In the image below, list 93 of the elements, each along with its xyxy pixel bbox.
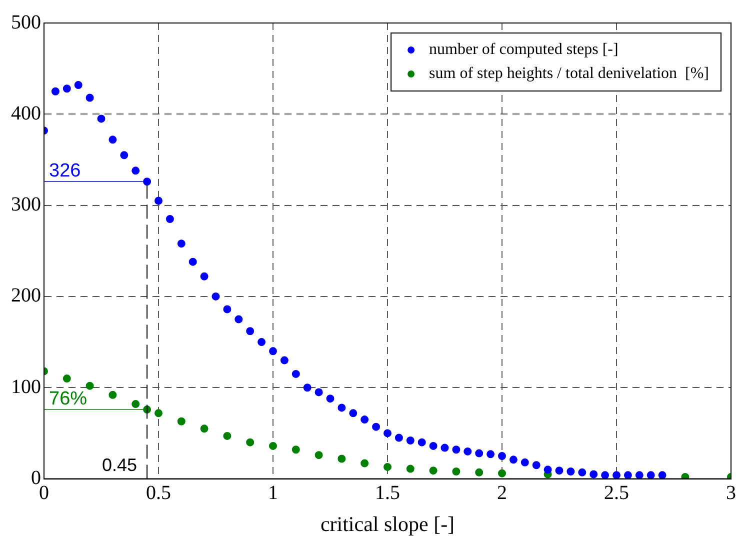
point (475, 449, 484, 458)
point (440, 444, 449, 452)
point (86, 94, 94, 102)
point (372, 422, 380, 431)
point (143, 178, 152, 186)
point (544, 466, 552, 474)
point (234, 315, 243, 324)
legend-label: number of computed steps [-] (429, 41, 618, 58)
point (51, 87, 60, 96)
point (97, 114, 106, 123)
point (498, 469, 506, 478)
point (269, 347, 277, 356)
point (464, 447, 472, 456)
point (314, 388, 323, 396)
point (452, 468, 460, 476)
point (132, 400, 140, 408)
point (120, 151, 128, 160)
point (429, 466, 438, 475)
point (108, 136, 117, 144)
point (269, 442, 277, 450)
point (326, 394, 334, 403)
point (303, 384, 312, 392)
x-axis-title: critical slope [-] (320, 512, 455, 536)
point (394, 434, 403, 442)
point (406, 464, 414, 473)
point (292, 446, 300, 454)
point (384, 462, 392, 471)
point (406, 436, 414, 445)
point (612, 471, 620, 479)
y-tick-label: 100 (11, 376, 41, 398)
point (177, 417, 186, 426)
point (280, 356, 288, 364)
point (624, 471, 632, 479)
x-tick-label: 1.5 (375, 482, 400, 504)
point (681, 472, 690, 479)
x-tick-label: 2.5 (604, 482, 629, 504)
point (509, 456, 518, 464)
point (258, 338, 266, 346)
point (418, 438, 426, 446)
point (200, 272, 208, 280)
point (108, 390, 117, 399)
point (177, 240, 186, 248)
point (349, 409, 358, 418)
point (62, 84, 71, 93)
point (200, 424, 208, 433)
point (132, 166, 140, 175)
point (452, 446, 460, 454)
point (86, 382, 94, 390)
point (292, 370, 300, 378)
point (384, 429, 392, 438)
point (486, 450, 495, 458)
point (62, 374, 71, 383)
point (212, 292, 220, 300)
y-tick-label: 500 (11, 11, 41, 34)
point (601, 471, 610, 479)
ref-line-label: 0.45 (102, 454, 138, 475)
point (154, 196, 162, 205)
point (475, 468, 484, 476)
legend-label: sum of step heights / total denivelation [%] (429, 65, 710, 82)
point (520, 458, 529, 466)
point (360, 416, 369, 424)
point (338, 454, 346, 463)
y-tick-label: 300 (11, 194, 41, 216)
x-tick-label: 2 (497, 482, 507, 504)
point (566, 468, 575, 476)
point (658, 471, 666, 479)
point (590, 470, 598, 478)
point (154, 409, 162, 418)
x-tick-label: 1 (268, 482, 278, 504)
point (338, 404, 346, 412)
point (223, 305, 232, 314)
point (578, 468, 586, 476)
y-tick-label: 200 (11, 284, 41, 307)
point (166, 214, 174, 223)
point (635, 471, 644, 479)
point (74, 80, 82, 89)
point (246, 327, 254, 336)
point (314, 451, 323, 460)
x-tick-label: 3 (726, 482, 736, 504)
point (429, 442, 438, 450)
point (360, 459, 369, 468)
y-tick-label: 400 (11, 102, 41, 124)
point (498, 452, 506, 460)
annotation: 326 (49, 160, 81, 182)
point (646, 471, 655, 479)
point (223, 432, 232, 440)
point (555, 466, 564, 475)
annotation: 76% (49, 388, 88, 410)
y-tick-label: 0 (31, 467, 41, 490)
point (188, 258, 197, 266)
x-tick-label: 0.5 (146, 482, 171, 504)
point (246, 438, 254, 446)
point (532, 461, 540, 470)
